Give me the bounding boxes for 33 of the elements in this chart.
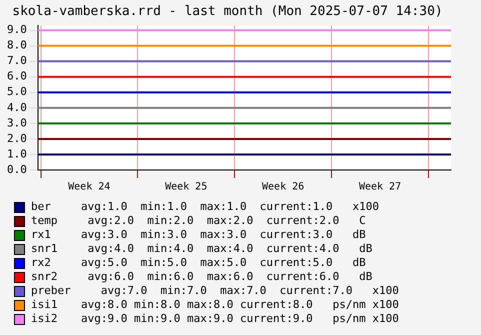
legend-label: rx1 [31, 228, 52, 242]
y-tick-label: 8.0 [6, 38, 27, 52]
y-tick-label: 9.0 [6, 23, 27, 36]
y-tick-label: 6.0 [6, 70, 27, 83]
text: avg:2.0 min:2.0 max:2.0 current:2.0 C [86, 214, 366, 228]
y-tick-label: 2.0 [6, 132, 27, 145]
text: avg:9.0 min:9.0 max:9.0 current:9.0 ps/nm x100 [81, 312, 399, 326]
y-tick-label: 3.0 [6, 116, 27, 130]
text: avg:1.0 min:1.0 max:1.0 current:1.0 x100 [81, 200, 380, 214]
legend-label: isi1 [31, 298, 58, 312]
x-tick-label: Week 26 [262, 182, 304, 193]
y-tick-label: 5.0 [6, 85, 27, 98]
legend-label: snr1 [31, 242, 58, 256]
chart-title: skola-vamberska.rrd - last month (Mon 2025-07-07 14:30) [12, 4, 443, 20]
text: avg:8.0 min:8.0 max:8.0 current:8.0 ps/nm x100 [81, 298, 399, 312]
x-tick-label: Week 24 [68, 182, 110, 193]
y-tick-label: 1.0 [6, 147, 27, 160]
legend-label: snr2 [31, 270, 58, 284]
text: avg:6.0 min:6.0 max:6.0 current:6.0 dB [86, 270, 372, 284]
y-tick-label: 7.0 [6, 54, 27, 68]
x-tick-label: Week 27 [358, 182, 402, 193]
legend-label: preber [31, 284, 72, 298]
text: avg:7.0 min:7.0 max:7.0 current:7.0 x100 [100, 284, 399, 298]
legend-label: temp [31, 214, 58, 228]
text: avg:4.0 min:4.0 max:4.0 current:4.0 dB [86, 242, 372, 256]
legend-label: ber [31, 200, 52, 214]
y-tick-label: 4.0 [6, 100, 27, 114]
legend-label: isi2 [31, 312, 58, 326]
y-tick-label: 0.0 [6, 162, 27, 176]
text: avg:5.0 min:5.0 max:5.0 current:5.0 dB [81, 256, 366, 270]
legend-label: rx2 [31, 256, 52, 270]
text: avg:3.0 min:3.0 max:3.0 current:3.0 dB [81, 228, 366, 242]
x-tick-label: Week 25 [165, 182, 208, 193]
